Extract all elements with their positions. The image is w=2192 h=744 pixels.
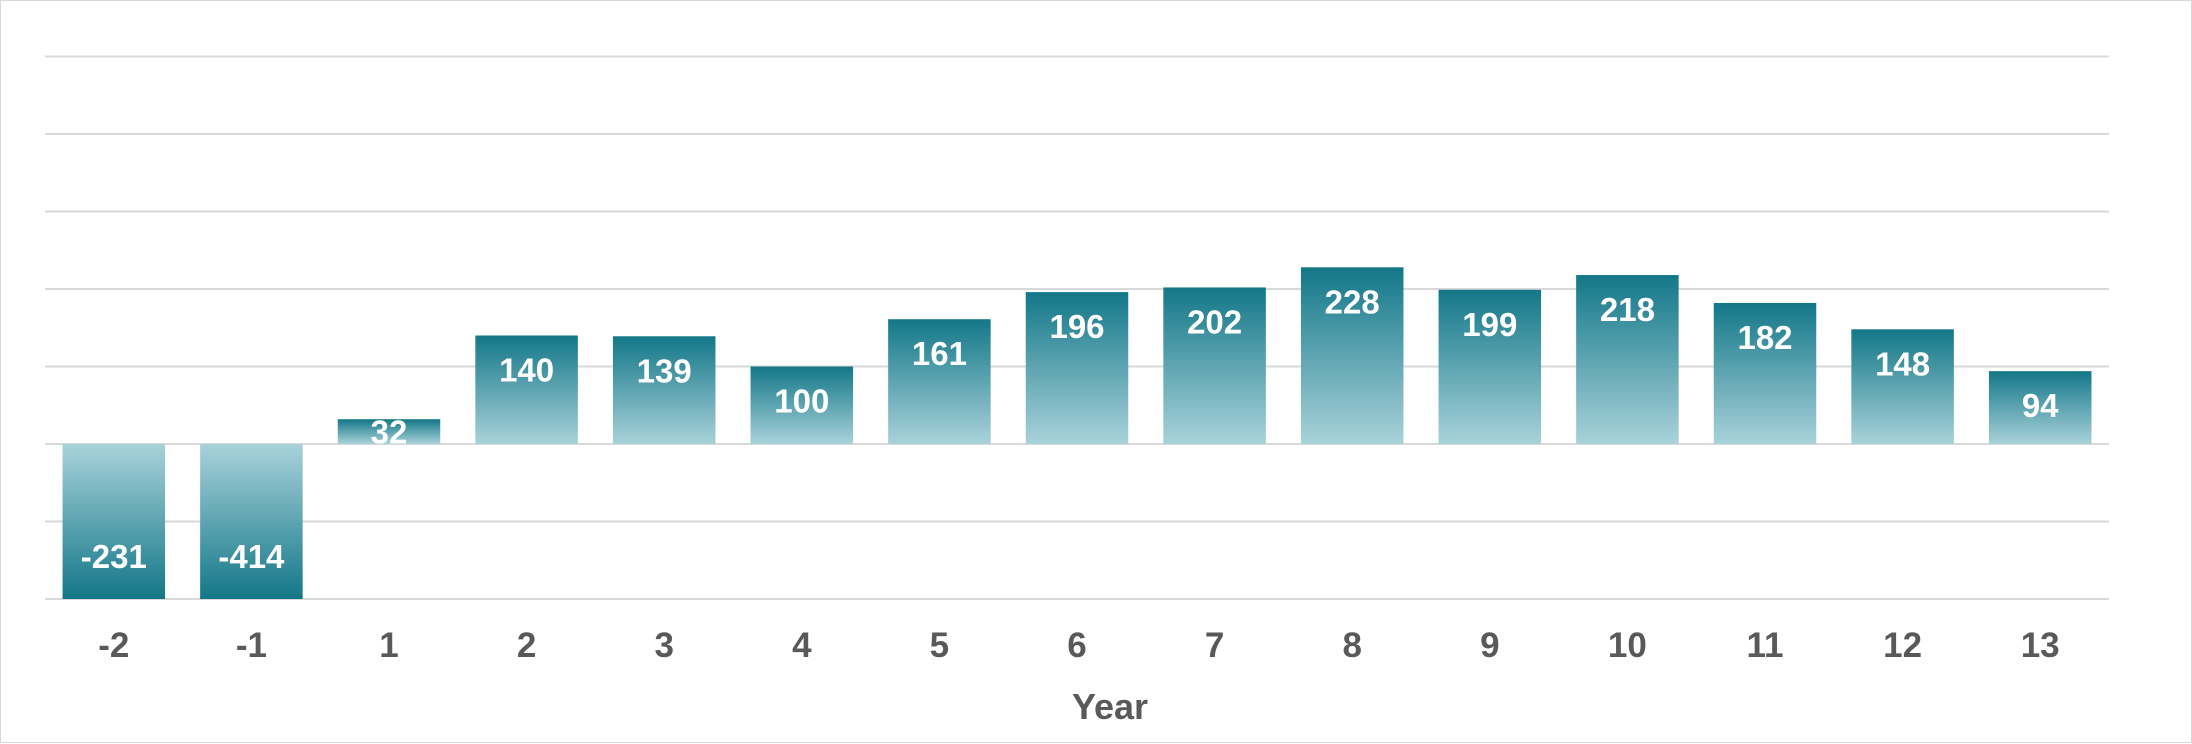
x-tick-label-12: 12 xyxy=(1883,626,1922,665)
bar-11 xyxy=(1713,302,1817,444)
x-tick-label-2: 2 xyxy=(517,626,536,665)
data-label-12: 148 xyxy=(1875,345,1930,382)
bar-10 xyxy=(1576,275,1679,444)
x-axis-title: Year xyxy=(1072,686,1148,727)
x-tick-label-6: 6 xyxy=(1067,626,1086,665)
x-axis-tick-labels: -2 -1 1 2 3 4 5 6 7 8 9 10 11 12 13 xyxy=(98,626,2059,665)
x-tick-label-3: 3 xyxy=(654,626,673,665)
data-label-11: 182 xyxy=(1737,319,1792,356)
data-label--1: -414 xyxy=(218,538,285,575)
x-tick-label-10: 10 xyxy=(1608,626,1647,665)
data-label-8: 228 xyxy=(1325,283,1380,320)
data-label-7: 202 xyxy=(1187,303,1242,340)
x-tick-label-11: 11 xyxy=(1747,626,1784,665)
data-label-3: 139 xyxy=(637,352,692,389)
data-label-10: 218 xyxy=(1600,291,1655,328)
x-tick-label-13: 13 xyxy=(2021,626,2060,665)
data-labels: -231 -414 32 140 139 100 161 196 202 228 199 218 182… xyxy=(81,283,2059,575)
x-tick-label-4: 4 xyxy=(792,626,812,665)
bar-4 xyxy=(750,366,854,444)
data-label--2: -231 xyxy=(81,538,147,575)
data-label-1: 32 xyxy=(371,414,408,451)
bar-1 xyxy=(337,419,441,444)
data-label-2: 140 xyxy=(499,352,554,389)
data-label-9: 199 xyxy=(1462,306,1517,343)
bar-5 xyxy=(888,319,991,444)
bar-2 xyxy=(475,335,578,444)
bar-8 xyxy=(1300,267,1404,444)
data-label-13: 94 xyxy=(2022,387,2059,424)
data-label-4: 100 xyxy=(774,383,829,420)
bar-12 xyxy=(1851,329,1954,444)
x-tick-label-1: 1 xyxy=(379,626,398,665)
bar-6 xyxy=(1025,292,1129,444)
bars xyxy=(62,267,2092,599)
x-tick-label-5: 5 xyxy=(930,626,949,665)
data-label-5: 161 xyxy=(912,335,967,372)
x-tick-label-8: 8 xyxy=(1342,626,1361,665)
bar--1 xyxy=(200,444,303,599)
bar-9 xyxy=(1438,289,1542,444)
bar--2 xyxy=(62,444,166,599)
x-tick-label-7: 7 xyxy=(1205,626,1224,665)
bar-7 xyxy=(1163,287,1266,444)
x-tick-label-9: 9 xyxy=(1480,626,1499,665)
bar-13 xyxy=(1988,371,2092,444)
data-label-6: 196 xyxy=(1049,308,1104,345)
x-tick-label--1: -1 xyxy=(236,626,267,665)
bar-3 xyxy=(612,336,716,444)
x-tick-label--2: -2 xyxy=(98,626,129,665)
